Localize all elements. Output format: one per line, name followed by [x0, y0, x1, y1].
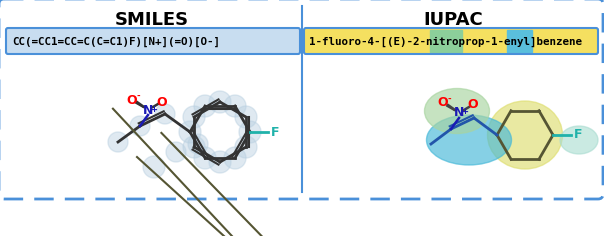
Ellipse shape	[188, 134, 208, 154]
Text: F: F	[574, 128, 582, 142]
Ellipse shape	[235, 106, 257, 128]
Ellipse shape	[194, 147, 216, 169]
Ellipse shape	[239, 121, 261, 143]
Ellipse shape	[155, 104, 175, 124]
Ellipse shape	[235, 136, 257, 158]
Ellipse shape	[183, 106, 205, 128]
Bar	[507, 30, 532, 52]
Text: O: O	[156, 96, 167, 109]
Text: 1-fluoro-4-[(E)-2-nitroprop-1-enyl]benzene: 1-fluoro-4-[(E)-2-nitroprop-1-enyl]benze…	[309, 37, 582, 47]
Ellipse shape	[143, 156, 165, 178]
Text: O: O	[127, 93, 137, 106]
Ellipse shape	[108, 132, 128, 152]
Text: O: O	[467, 98, 478, 111]
Ellipse shape	[426, 115, 512, 165]
Text: F: F	[271, 126, 280, 139]
Ellipse shape	[487, 101, 562, 169]
Text: -: -	[136, 92, 140, 101]
Ellipse shape	[425, 88, 489, 134]
Ellipse shape	[179, 121, 201, 143]
FancyBboxPatch shape	[0, 0, 603, 199]
Ellipse shape	[194, 95, 216, 117]
Ellipse shape	[224, 147, 246, 169]
Text: N: N	[454, 106, 464, 119]
Text: SMILES: SMILES	[115, 11, 189, 29]
Ellipse shape	[209, 91, 231, 113]
Ellipse shape	[224, 95, 246, 117]
Text: +: +	[150, 105, 158, 114]
Ellipse shape	[560, 126, 598, 154]
Ellipse shape	[130, 116, 150, 136]
Bar	[430, 30, 462, 52]
Ellipse shape	[166, 142, 186, 162]
Text: -: -	[447, 94, 451, 104]
Text: CC(=CC1=CC=C(C=C1)F)[N+](=O)[O-]: CC(=CC1=CC=C(C=C1)F)[N+](=O)[O-]	[12, 37, 220, 47]
FancyBboxPatch shape	[304, 28, 598, 54]
Text: +: +	[461, 108, 469, 117]
Text: O: O	[438, 97, 448, 110]
FancyBboxPatch shape	[6, 28, 300, 54]
Ellipse shape	[183, 136, 205, 158]
Text: N: N	[143, 104, 153, 117]
Text: IUPAC: IUPAC	[423, 11, 483, 29]
Ellipse shape	[209, 151, 231, 173]
